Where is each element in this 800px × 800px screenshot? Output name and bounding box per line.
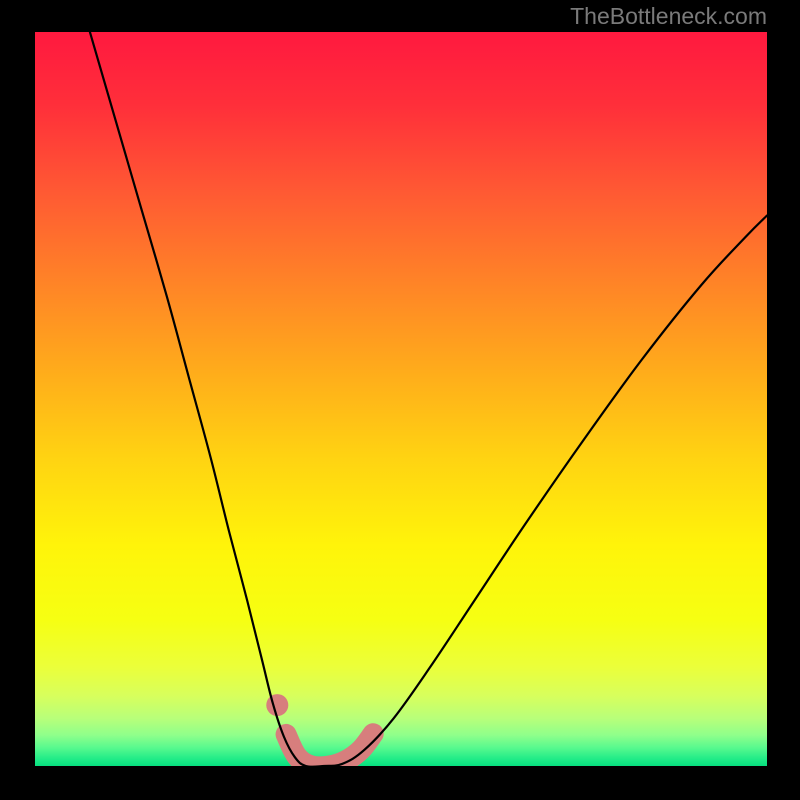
watermark-text: TheBottleneck.com: [570, 3, 767, 30]
bottleneck-chart: [0, 0, 800, 800]
optimal-range-tick: [266, 694, 288, 716]
plot-background-gradient: [35, 32, 767, 766]
